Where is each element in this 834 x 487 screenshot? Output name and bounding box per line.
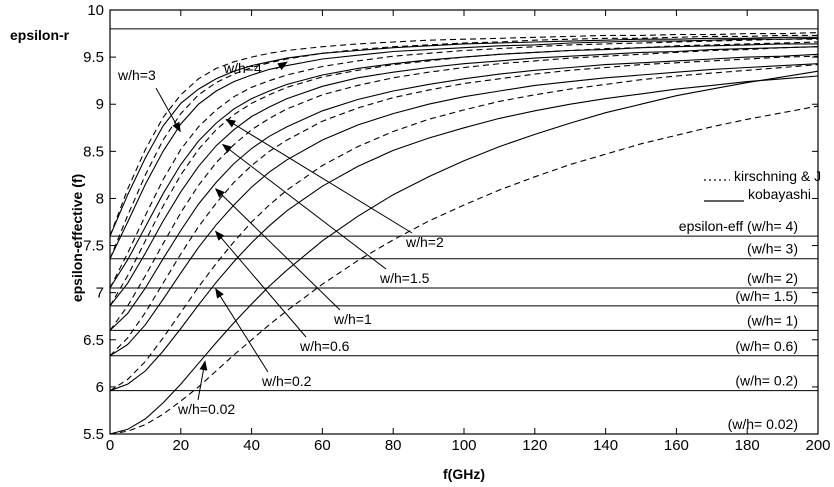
curve-label-arrow [221, 143, 387, 270]
y-tick-label: 9 [96, 96, 104, 113]
series-line-kirschning [109, 38, 818, 289]
x-tick-label: 80 [385, 437, 402, 454]
series-line-kirschning [109, 105, 819, 435]
static-level-label: epsilon-eff (w/h= 4) [679, 218, 798, 234]
annotations-group: w/h=4 w/h=3 w/h=2 w/h=1.5 w/h=1 w/h=0.6 w/h=0.… [117, 60, 444, 417]
legend-label-kirschning: kirschning & J [734, 168, 821, 184]
series-group [109, 32, 819, 435]
y-tick-label: 6 [96, 379, 104, 396]
x-tick-label: 40 [243, 437, 260, 454]
curve-label-arrow [225, 118, 413, 234]
y-tick-label: 6.5 [83, 332, 104, 349]
y-tick-label: 7 [96, 285, 104, 302]
curve-label: w/h=0.2 [261, 373, 312, 389]
series-line-kirschning [109, 32, 819, 237]
x-tick-label: 120 [522, 437, 547, 454]
series-line-kirschning [109, 41, 819, 307]
static-levels-group: epsilon-eff (w/h= 4) (w/h= 3) (w/h= 2) (w/h… [110, 28, 818, 435]
x-tick-label: 200 [805, 437, 830, 454]
x-tick-label: 0 [106, 437, 114, 454]
curve-label: w/h=3 [117, 67, 156, 83]
series-line-kirschning [109, 34, 818, 259]
x-tick-label: 160 [664, 437, 689, 454]
x-tick-label: 140 [593, 437, 618, 454]
static-level-label: (w/h= 1) [747, 312, 798, 328]
series-line-kobayashi [109, 36, 818, 237]
x-axis-title: f(GHz) [443, 466, 485, 482]
x-tick-label: 60 [314, 437, 331, 454]
curve-label: w/h=1.5 [379, 270, 430, 286]
static-level-label: (w/h= 0.2) [735, 373, 798, 389]
legend-group: kirschning & J kobayashi [704, 168, 821, 202]
static-level-label: (w/h= 0.02) [728, 416, 798, 432]
series-line-kobayashi [109, 53, 819, 331]
series-line-kobayashi [109, 43, 818, 289]
x-tick-label: 20 [172, 437, 189, 454]
curve-label-arrow [215, 230, 307, 338]
series-line-kobayashi [109, 46, 819, 307]
y-tick-label: 7.5 [83, 238, 104, 255]
y-tick-label: 9.5 [83, 49, 104, 66]
curve-label-arrow [197, 360, 208, 401]
curve-label: w/h=4 [223, 60, 262, 76]
series-line-kobayashi [109, 63, 819, 357]
x-tick-label: 100 [451, 437, 476, 454]
legend-label-kobayashi: kobayashi [748, 186, 811, 202]
static-level-label: (w/h= 3) [747, 241, 798, 257]
curve-label-arrow [214, 188, 341, 311]
series-line-kirschning [109, 46, 819, 331]
curve-label-arrow [215, 287, 269, 373]
static-level-label: (w/h= 0.6) [735, 338, 798, 354]
static-level-label: (w/h= 1.5) [735, 288, 798, 304]
y-tick-label: 5.5 [83, 426, 104, 443]
curve-label-arrow [155, 87, 181, 133]
curve-label-arrow [275, 61, 288, 71]
series-line-kobayashi [109, 75, 819, 392]
curve-label: w/h=1 [333, 311, 372, 327]
curve-label: w/h=0.6 [299, 338, 350, 354]
y-tick-label: 10 [87, 2, 104, 19]
curve-label: w/h=0.02 [177, 401, 235, 417]
curve-label: w/h=2 [405, 234, 444, 250]
epsilon-r-label: epsilon-r [10, 27, 70, 43]
y-axis-title: epsilon-effective (f) [69, 174, 85, 302]
series-line-kobayashi [109, 70, 819, 435]
series-line-kobayashi [109, 37, 819, 259]
static-level-label: (w/h= 2) [747, 270, 798, 286]
x-tick-label: 180 [735, 437, 760, 454]
series-line-kirschning [109, 55, 819, 357]
series-line-kirschning [109, 64, 819, 392]
y-tick-label: 8.5 [83, 143, 104, 160]
y-tick-label: 8 [96, 190, 104, 207]
